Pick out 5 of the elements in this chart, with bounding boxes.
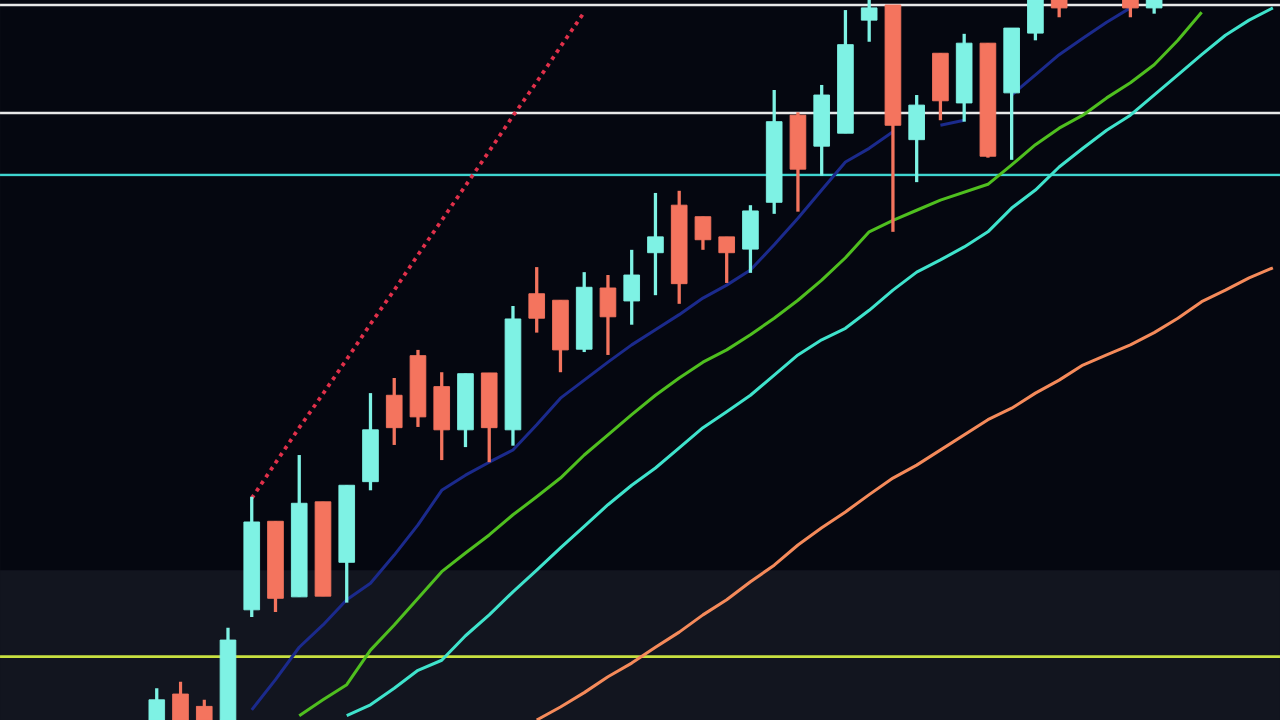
candlestick [718, 235, 735, 283]
candlestick [195, 699, 213, 720]
candlestick [860, 0, 878, 42]
candlestick [694, 216, 712, 250]
candlestick [647, 191, 664, 296]
